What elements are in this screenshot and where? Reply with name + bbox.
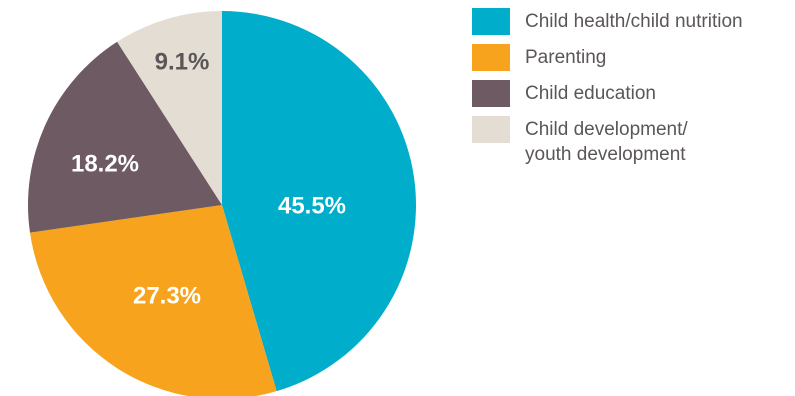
slice-value-label: 45.5% [278, 192, 346, 219]
pie-slice-2 [27, 41, 223, 233]
legend-swatch [472, 8, 510, 35]
slice-value-label: 9.1% [155, 48, 210, 75]
legend-item-child-education: Child education [472, 80, 792, 107]
legend-swatch [472, 80, 510, 107]
legend-swatch [472, 44, 510, 71]
pie-slice-3 [117, 11, 222, 205]
legend-label: Child development/ youth development [525, 119, 688, 165]
legend-swatch [472, 116, 510, 143]
pie-slice-0 [222, 11, 416, 392]
legend-item-parenting: Parenting [472, 44, 792, 71]
legend-label: Parenting [525, 47, 607, 68]
slice-value-label: 18.2% [71, 150, 139, 177]
legend-item-child-development: Child development/ youth development [472, 116, 792, 167]
legend-label: Child health/child nutrition [525, 11, 743, 32]
chart-legend: Child health/child nutrition Parenting C… [472, 8, 792, 176]
slice-value-label: 27.3% [133, 282, 201, 309]
legend-item-child-health: Child health/child nutrition [472, 8, 792, 35]
pie-slice-1 [29, 205, 277, 396]
legend-label: Child education [525, 83, 656, 104]
